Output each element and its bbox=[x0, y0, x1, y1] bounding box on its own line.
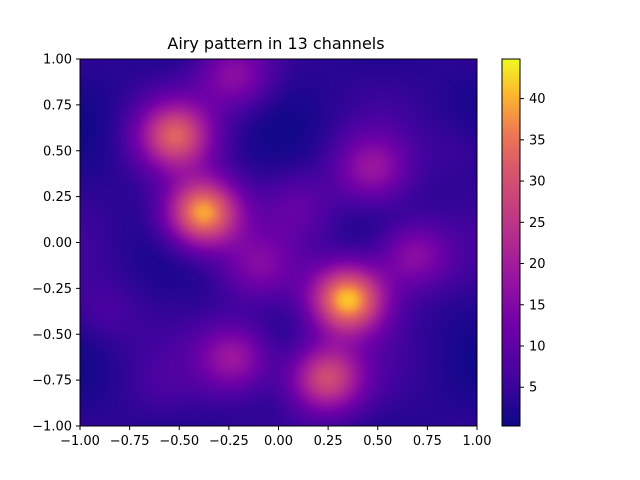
heatmap-image bbox=[80, 59, 477, 426]
y-tick-label: 0.75 bbox=[43, 98, 72, 113]
y-tick-label: −0.50 bbox=[32, 328, 72, 343]
x-tick-label: 0.50 bbox=[363, 434, 392, 449]
heatmap-image-holder bbox=[80, 59, 477, 426]
colorbar-tick-label: 30 bbox=[529, 175, 546, 190]
x-tick-label: −1.00 bbox=[60, 434, 100, 449]
y-tick-label: −0.75 bbox=[32, 374, 72, 389]
colorbar-tick-label: 10 bbox=[529, 340, 546, 355]
x-tick-label: 0.00 bbox=[264, 434, 293, 449]
x-tick-label: −0.50 bbox=[159, 434, 199, 449]
colorbar bbox=[501, 58, 521, 427]
x-tick-label: −0.75 bbox=[110, 434, 150, 449]
colorbar-tick-label: 15 bbox=[529, 298, 546, 313]
colorbar-tick-label: 40 bbox=[529, 92, 546, 107]
colorbar-tick-label: 5 bbox=[529, 381, 537, 396]
x-axis: −1.00 −0.75 −0.50 −0.25 0.00 0.25 0.50 0.75 1.00 bbox=[60, 426, 491, 449]
colorbar-tick-label: 35 bbox=[529, 133, 546, 148]
x-tick-label: 0.75 bbox=[413, 434, 442, 449]
x-tick-label: 0.25 bbox=[314, 434, 343, 449]
colorbar-tick-label: 20 bbox=[529, 257, 546, 272]
y-tick-label: 0.00 bbox=[43, 236, 72, 251]
chart-title: Airy pattern in 13 channels bbox=[167, 34, 384, 53]
colorbar-tick-label: 25 bbox=[529, 216, 546, 231]
x-tick-label: −0.25 bbox=[209, 434, 249, 449]
y-tick-label: 1.00 bbox=[43, 53, 72, 68]
x-tick-label: 1.00 bbox=[463, 434, 492, 449]
y-tick-label: −1.00 bbox=[32, 420, 72, 435]
colorbar-axis: 5 10 15 20 25 30 35 40 bbox=[520, 92, 546, 396]
y-tick-label: 0.50 bbox=[43, 144, 72, 159]
y-tick-label: −0.25 bbox=[32, 282, 72, 297]
y-tick-label: 0.25 bbox=[43, 190, 72, 205]
y-axis: 1.00 0.75 0.50 0.25 0.00 −0.25 −0.50 −0.75 −1.00 bbox=[32, 53, 80, 435]
